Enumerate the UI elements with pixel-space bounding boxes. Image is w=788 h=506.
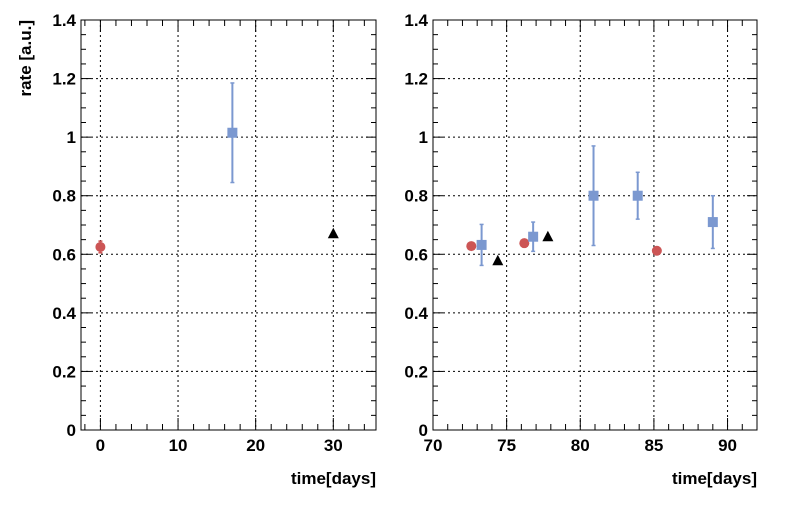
data-point-square bbox=[227, 127, 238, 138]
data-point-square bbox=[632, 190, 643, 201]
data-point-square bbox=[588, 190, 599, 201]
series-blue-squares bbox=[227, 82, 238, 184]
data-point-square bbox=[476, 239, 487, 250]
series-red-circles bbox=[95, 240, 106, 254]
data-point-circle bbox=[519, 238, 530, 249]
data-point-circle bbox=[466, 241, 477, 252]
x-tick-label: 0 bbox=[96, 436, 105, 455]
series-red-circles bbox=[466, 238, 662, 256]
x-axis-title: time[days] bbox=[291, 469, 376, 488]
x-tick-label: 90 bbox=[718, 436, 737, 455]
y-tick-label: 0.4 bbox=[404, 304, 428, 323]
series-black-triangles bbox=[492, 230, 554, 266]
series-black-triangles bbox=[327, 227, 339, 239]
y-tick-label: 0.2 bbox=[52, 362, 76, 381]
x-tick-label: 10 bbox=[169, 436, 188, 455]
y-tick-label: 1.2 bbox=[52, 70, 76, 89]
data-point-circle bbox=[651, 245, 662, 256]
y-tick-label: 1.4 bbox=[52, 11, 76, 30]
y-tick-label: 0.8 bbox=[404, 187, 428, 206]
data-point-triangle bbox=[492, 254, 504, 266]
data-point-square bbox=[707, 217, 718, 228]
y-tick-label: 1.2 bbox=[404, 70, 428, 89]
data-point-triangle bbox=[542, 230, 554, 242]
y-tick-label: 1 bbox=[419, 128, 428, 147]
panel-left: 0 0.2 0.4 0.6 0.8 1 1.2 1.4 0 10 20 30 time[days] rat… bbox=[16, 11, 377, 488]
y-axis-title: rate [a.u.] bbox=[16, 20, 35, 97]
plot-frame bbox=[80, 19, 377, 431]
x-tick-label: 70 bbox=[424, 436, 443, 455]
series-blue-squares bbox=[476, 145, 718, 267]
x-tick-label: 85 bbox=[644, 436, 663, 455]
y-tick-label: 0 bbox=[67, 421, 76, 440]
y-tick-label: 0 bbox=[419, 421, 428, 440]
y-tick-label: 0.2 bbox=[404, 362, 428, 381]
x-tick-label: 75 bbox=[497, 436, 516, 455]
x-tick-label: 20 bbox=[246, 436, 265, 455]
x-tick-label: 80 bbox=[571, 436, 590, 455]
x-tick-label: 30 bbox=[324, 436, 343, 455]
y-tick-label: 0.8 bbox=[52, 187, 76, 206]
x-axis-title: time[days] bbox=[672, 469, 757, 488]
y-tick-label: 1.4 bbox=[404, 11, 428, 30]
data-point-square bbox=[528, 231, 539, 242]
y-tick-label: 0.6 bbox=[52, 245, 76, 264]
y-tick-label: 1 bbox=[67, 128, 76, 147]
data-point-circle bbox=[95, 241, 106, 252]
data-point-triangle bbox=[327, 227, 339, 239]
y-tick-label: 0.6 bbox=[404, 245, 428, 264]
panel-right: 0 0.2 0.4 0.6 0.8 1 1.2 1.4 70 75 80 85 90 time[days] bbox=[404, 11, 758, 488]
y-tick-label: 0.4 bbox=[52, 304, 76, 323]
